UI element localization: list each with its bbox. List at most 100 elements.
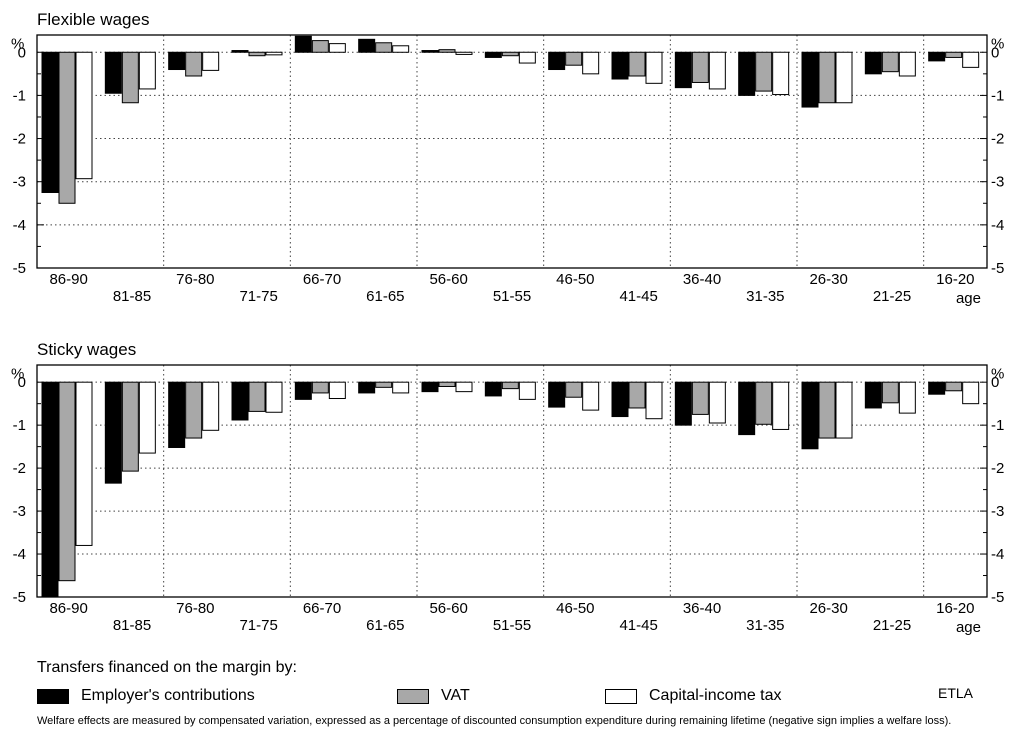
bar-71-75-series-3: [265, 51, 283, 56]
bar-66-70-series-2: [311, 381, 329, 394]
bar-26-30-series-2: [818, 51, 836, 104]
x-category-label: 76-80: [176, 271, 214, 288]
bar-36-40-series-3: [708, 381, 726, 424]
bar-56-60-series-3: [455, 51, 473, 55]
x-category-label: 51-55: [493, 288, 531, 305]
bar-16-20-series-2: [945, 381, 963, 392]
y-tick-label-left: -2: [13, 131, 26, 148]
bar-36-40-series-2: [691, 381, 709, 415]
x-category-label: 56-60: [429, 600, 467, 617]
bar-16-20-series-3: [962, 51, 980, 68]
bar-51-55-series-3: [518, 381, 536, 400]
bar-26-30-series-3: [835, 381, 853, 439]
y-tick-label-right: -1: [991, 87, 1004, 104]
bar-36-40-series-1: [674, 381, 692, 426]
x-category-label: 56-60: [429, 271, 467, 288]
y-tick-label-left: -4: [13, 546, 26, 563]
bar-36-40-series-1: [674, 51, 692, 89]
bar-56-60-series-1: [421, 50, 439, 53]
bar-26-30-series-1: [801, 381, 819, 450]
bar-26-30-series-2: [818, 381, 836, 439]
bar-71-75-series-1: [231, 50, 249, 53]
footnote: Welfare effects are measured by compensa…: [37, 715, 952, 727]
bar-86-90-series-2: [58, 51, 76, 204]
bar-46-50-series-3: [582, 51, 600, 75]
bar-36-40-series-3: [708, 51, 726, 90]
bar-51-55-series-3: [518, 51, 536, 64]
x-category-label: 81-85: [113, 617, 151, 634]
bar-51-55-series-2: [501, 51, 519, 57]
y-tick-label-right: 0: [991, 374, 999, 391]
legend-label: Capital-income tax: [649, 687, 782, 704]
x-category-label: 61-65: [366, 617, 404, 634]
x-category-label: 41-45: [619, 617, 657, 634]
bar-31-35-series-2: [755, 51, 773, 92]
x-category-label: 76-80: [176, 600, 214, 617]
figure: Flexible wages 0 0 -1 -1 -2 -2 -3 -3 -4 -4 -5 -5% % 86…: [11, 10, 1004, 636]
x-category-label: 21-25: [873, 617, 911, 634]
bar-41-45-series-1: [611, 381, 629, 418]
bar-31-35-series-1: [738, 381, 756, 436]
bar-61-65-series-3: [392, 381, 410, 394]
bar-41-45-series-3: [645, 51, 663, 84]
y-tick-label-right: -1: [991, 417, 1004, 434]
legend-item-vat: VAT: [397, 687, 470, 705]
y-tick-label-left: -3: [13, 503, 26, 520]
bar-41-45-series-2: [628, 51, 646, 77]
y-tick-label-right: -4: [991, 217, 1004, 234]
y-tick-label-right: -2: [991, 131, 1004, 148]
x-category-label: 66-70: [303, 271, 341, 288]
bar-21-25-series-2: [881, 381, 899, 404]
bar-76-80-series-2: [185, 381, 203, 439]
y-tick-label-right: -3: [991, 174, 1004, 191]
bar-81-85-series-2: [121, 381, 139, 472]
bar-56-60-series-3: [455, 381, 473, 393]
x-category-label: 46-50: [556, 600, 594, 617]
bar-46-50-series-3: [582, 381, 600, 411]
bar-86-90-series-1: [41, 381, 59, 598]
x-axis-label: age: [956, 619, 981, 636]
bar-66-70-series-1: [294, 381, 312, 400]
bar-21-25-series-3: [898, 51, 916, 77]
y-unit-label-left: %: [11, 36, 24, 53]
bar-51-55-series-1: [484, 381, 502, 397]
bar-76-80-series-3: [202, 381, 220, 431]
bar-31-35-series-3: [772, 381, 790, 430]
y-tick-label-left: -1: [13, 417, 26, 434]
bar-61-65-series-2: [375, 42, 393, 53]
bar-21-25-series-2: [881, 51, 899, 73]
x-category-label: 86-90: [49, 600, 87, 617]
legend-swatch-black: [37, 688, 69, 704]
bar-46-50-series-2: [565, 51, 583, 66]
bar-66-70-series-3: [328, 381, 346, 400]
x-category-label: 31-35: [746, 288, 784, 305]
bar-56-60-series-2: [438, 381, 456, 387]
x-category-label: 71-75: [239, 288, 277, 305]
x-category-label: 21-25: [873, 288, 911, 305]
legend-item-employers-contributions: Employer's contributions: [37, 687, 255, 705]
bar-36-40-series-2: [691, 51, 709, 83]
credit-etla: ETLA: [938, 685, 974, 701]
bar-71-75-series-3: [265, 381, 283, 413]
bar-41-45-series-1: [611, 51, 629, 80]
plot-frame: [36, 364, 988, 598]
bar-86-90-series-1: [41, 51, 59, 193]
bar-66-70-series-2: [311, 40, 329, 53]
y-tick-label-left: -2: [13, 460, 26, 477]
bar-31-35-series-2: [755, 381, 773, 425]
bar-61-65-series-2: [375, 381, 393, 388]
y-tick-label-left: -5: [13, 589, 26, 606]
bar-71-75-series-2: [248, 51, 266, 57]
x-category-label: 61-65: [366, 288, 404, 305]
bar-76-80-series-1: [168, 381, 186, 448]
plot-frame: [36, 34, 988, 269]
x-category-label: 16-20: [936, 271, 974, 288]
bar-16-20-series-1: [928, 51, 946, 62]
x-category-label: 36-40: [683, 600, 721, 617]
bar-66-70-series-3: [328, 43, 346, 53]
x-category-label: 51-55: [493, 617, 531, 634]
legend-title: Transfers financed on the margin by:: [37, 659, 297, 676]
bar-26-30-series-3: [835, 51, 853, 104]
x-category-label: 66-70: [303, 600, 341, 617]
chart-title: Sticky wages: [37, 340, 136, 359]
